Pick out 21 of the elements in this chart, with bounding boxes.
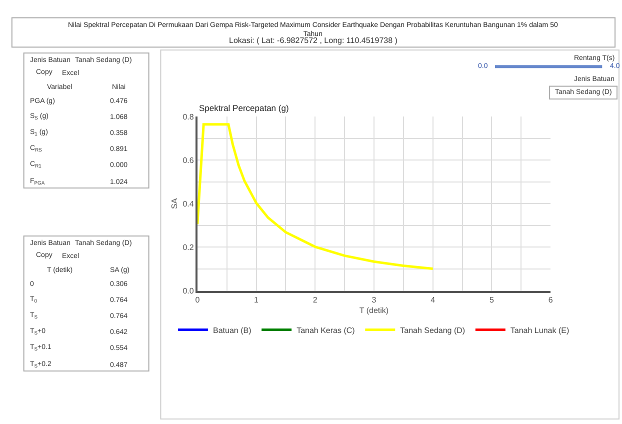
x-tick-label: 5 bbox=[489, 295, 494, 304]
legend-label: Tanah Sedang (D) bbox=[400, 326, 466, 335]
y-tick-label: 0.8 bbox=[182, 112, 194, 122]
y-tick-label: 0.2 bbox=[182, 243, 194, 252]
text: Lokasi: ( Lat: -6.9827572 , Long: 110.4519738 ) bbox=[229, 36, 398, 45]
x-tick-label: 1 bbox=[254, 295, 260, 304]
x-axis-title: T (detik) bbox=[359, 306, 389, 315]
legend-label: Batuan (B) bbox=[212, 326, 252, 335]
chart-title: Spektral Percepatan (g) bbox=[199, 103, 289, 113]
line-series bbox=[197, 123, 434, 270]
legend-label: Tanah Keras (C) bbox=[296, 326, 356, 335]
y-tick-label: 0.0 bbox=[182, 286, 194, 296]
x-tick-label: 4 bbox=[430, 295, 436, 304]
x-tick-label: 3 bbox=[372, 295, 377, 304]
legend-label: Tanah Lunak (E) bbox=[510, 326, 570, 335]
y-tick-label: 0.6 bbox=[182, 156, 194, 165]
x-tick-label: 2 bbox=[312, 295, 318, 304]
x-tick-label: 6 bbox=[548, 295, 554, 304]
x-tick-label: 0 bbox=[195, 295, 200, 304]
y-tick-label: 0.4 bbox=[182, 199, 194, 208]
y-axis-title: SA bbox=[170, 198, 179, 210]
